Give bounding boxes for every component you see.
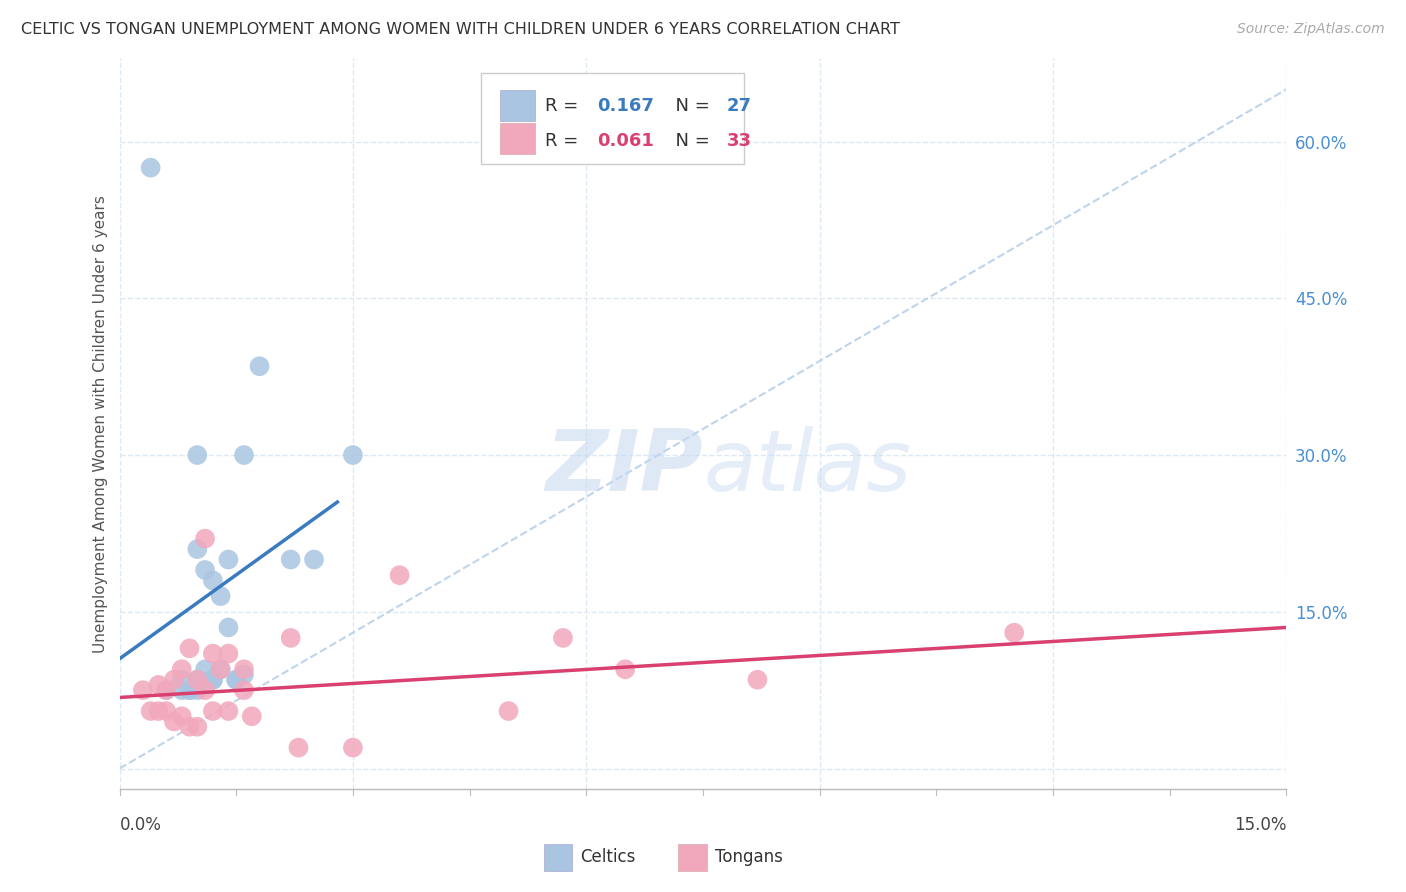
Point	[170, 709, 193, 723]
Point	[186, 683, 208, 698]
Text: R =: R =	[546, 132, 585, 150]
Text: Tongans: Tongans	[714, 848, 783, 866]
Point	[179, 683, 201, 698]
Text: CELTIC VS TONGAN UNEMPLOYMENT AMONG WOMEN WITH CHILDREN UNDER 6 YEARS CORRELATIO: CELTIC VS TONGAN UNEMPLOYMENT AMONG WOME…	[21, 22, 900, 37]
Text: Celtics: Celtics	[581, 848, 636, 866]
Point	[342, 740, 364, 755]
Point	[249, 359, 271, 374]
Point	[155, 704, 177, 718]
Point	[287, 740, 309, 755]
Point	[388, 568, 411, 582]
Point	[132, 683, 155, 698]
Point	[217, 620, 239, 634]
Point	[225, 673, 247, 687]
Text: 15.0%: 15.0%	[1234, 815, 1286, 833]
Point	[201, 673, 224, 687]
Text: N =: N =	[665, 96, 716, 114]
Point	[194, 662, 217, 676]
Point	[217, 647, 239, 661]
Y-axis label: Unemployment Among Women with Children Under 6 years: Unemployment Among Women with Children U…	[93, 194, 108, 653]
Point	[209, 589, 232, 603]
FancyBboxPatch shape	[501, 90, 534, 121]
Point	[179, 641, 201, 656]
Point	[240, 709, 263, 723]
Point	[233, 662, 256, 676]
Point	[170, 683, 193, 698]
Point	[139, 161, 162, 175]
Point	[201, 647, 224, 661]
Point	[179, 720, 201, 734]
Point	[280, 552, 302, 566]
Text: 33: 33	[727, 132, 751, 150]
Text: N =: N =	[665, 132, 716, 150]
Point	[233, 667, 256, 681]
Point	[498, 704, 520, 718]
Point	[209, 662, 232, 676]
Point	[1002, 625, 1025, 640]
Point	[280, 631, 302, 645]
Point	[194, 563, 217, 577]
Point	[225, 673, 247, 687]
Point	[163, 673, 186, 687]
FancyBboxPatch shape	[481, 72, 744, 164]
Point	[155, 683, 177, 698]
Point	[209, 662, 232, 676]
Point	[148, 704, 170, 718]
Point	[302, 552, 325, 566]
FancyBboxPatch shape	[679, 844, 706, 871]
Point	[217, 552, 239, 566]
Text: 27: 27	[727, 96, 751, 114]
Point	[186, 542, 208, 557]
Point	[201, 673, 224, 687]
Text: ZIP: ZIP	[546, 426, 703, 509]
Text: R =: R =	[546, 96, 585, 114]
Text: 0.0%: 0.0%	[120, 815, 162, 833]
Point	[342, 448, 364, 462]
FancyBboxPatch shape	[544, 844, 572, 871]
Point	[170, 662, 193, 676]
Point	[194, 683, 217, 698]
Point	[233, 683, 256, 698]
Point	[139, 704, 162, 718]
Point	[233, 448, 256, 462]
Point	[201, 704, 224, 718]
Text: atlas: atlas	[703, 426, 911, 509]
Point	[163, 714, 186, 729]
Point	[614, 662, 637, 676]
Point	[186, 673, 208, 687]
Point	[194, 532, 217, 546]
Point	[217, 704, 239, 718]
Text: 0.167: 0.167	[596, 96, 654, 114]
Point	[170, 673, 193, 687]
Point	[747, 673, 769, 687]
Point	[201, 574, 224, 588]
Point	[179, 683, 201, 698]
Text: Source: ZipAtlas.com: Source: ZipAtlas.com	[1237, 22, 1385, 37]
FancyBboxPatch shape	[501, 123, 534, 153]
Point	[186, 720, 208, 734]
Point	[551, 631, 574, 645]
Point	[186, 673, 208, 687]
Point	[186, 448, 208, 462]
Point	[155, 683, 177, 698]
Point	[148, 678, 170, 692]
Text: 0.061: 0.061	[596, 132, 654, 150]
